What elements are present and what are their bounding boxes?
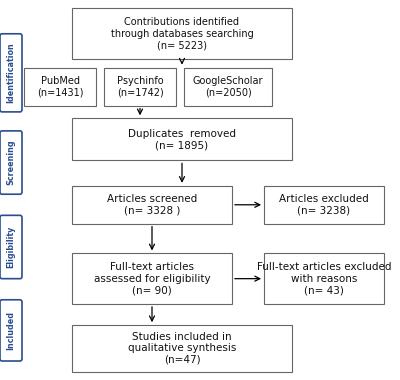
- FancyBboxPatch shape: [104, 68, 176, 106]
- FancyBboxPatch shape: [0, 131, 22, 194]
- Text: Articles screened
(n= 3328 ): Articles screened (n= 3328 ): [107, 194, 197, 215]
- Text: Identification: Identification: [6, 43, 16, 103]
- Text: Included: Included: [6, 311, 16, 350]
- FancyBboxPatch shape: [72, 8, 292, 59]
- FancyBboxPatch shape: [184, 68, 272, 106]
- FancyBboxPatch shape: [72, 118, 292, 160]
- Text: Contributions identified
through databases searching
(n= 5223): Contributions identified through databas…: [111, 17, 253, 51]
- FancyBboxPatch shape: [0, 34, 22, 112]
- FancyBboxPatch shape: [264, 253, 384, 304]
- Text: Full-text articles excluded
with reasons
(n= 43): Full-text articles excluded with reasons…: [257, 262, 391, 295]
- Text: Articles excluded
(n= 3238): Articles excluded (n= 3238): [279, 194, 369, 215]
- Text: Studies included in
qualitative synthesis
(n=47): Studies included in qualitative synthesi…: [128, 332, 236, 365]
- Text: Screening: Screening: [6, 140, 16, 185]
- Text: PubMed
(n=1431): PubMed (n=1431): [37, 76, 83, 97]
- FancyBboxPatch shape: [264, 186, 384, 224]
- Text: Eligibility: Eligibility: [6, 226, 16, 268]
- Text: Psychinfo
(n=1742): Psychinfo (n=1742): [117, 76, 163, 97]
- FancyBboxPatch shape: [72, 325, 292, 372]
- FancyBboxPatch shape: [72, 186, 232, 224]
- Text: Duplicates  removed
(n= 1895): Duplicates removed (n= 1895): [128, 128, 236, 150]
- FancyBboxPatch shape: [0, 215, 22, 279]
- FancyBboxPatch shape: [72, 253, 232, 304]
- Text: GoogleScholar
(n=2050): GoogleScholar (n=2050): [193, 76, 263, 97]
- Text: Full-text articles
assessed for eligibility
(n= 90): Full-text articles assessed for eligibil…: [94, 262, 210, 295]
- FancyBboxPatch shape: [0, 300, 22, 361]
- FancyBboxPatch shape: [24, 68, 96, 106]
